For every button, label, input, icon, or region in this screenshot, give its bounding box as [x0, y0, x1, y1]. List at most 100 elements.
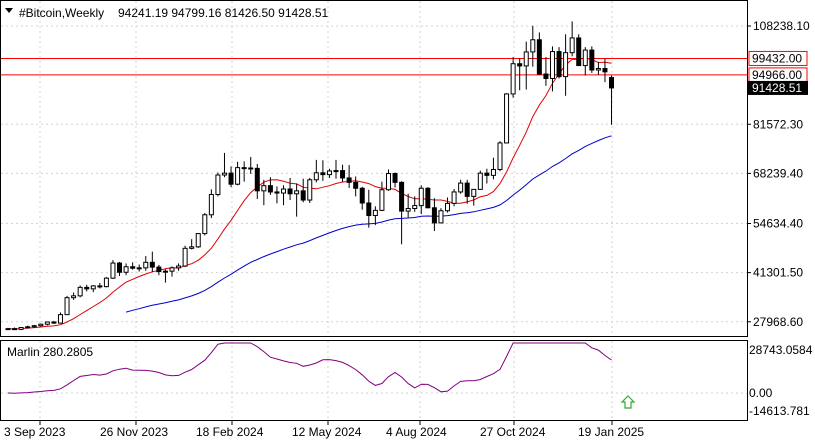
candle — [208, 189, 214, 219]
candle — [412, 196, 418, 212]
price-tick-label: 41301.50 — [753, 266, 803, 280]
candle — [51, 320, 57, 324]
candle — [12, 327, 18, 331]
up-arrow-icon — [620, 395, 636, 409]
candle — [353, 176, 359, 197]
candle — [569, 21, 575, 57]
indicator-axis: 28743.0584 0.00 -14613.781 — [749, 343, 813, 418]
candle — [176, 263, 182, 271]
level-lines — [1, 57, 747, 76]
marlin-oscillator-line — [7, 342, 612, 394]
candle — [162, 269, 168, 283]
candle — [294, 183, 300, 217]
candle — [117, 261, 123, 276]
candle — [523, 41, 529, 90]
candle — [241, 161, 247, 182]
time-tick-label: 4 Aug 2024 — [386, 425, 447, 439]
candle — [123, 263, 129, 276]
candle — [18, 327, 24, 331]
candle — [477, 170, 483, 190]
candle — [333, 159, 339, 179]
candle — [458, 179, 464, 194]
time-tick-label: 27 Oct 2024 — [480, 425, 546, 439]
candle — [281, 185, 287, 206]
candle — [497, 141, 503, 172]
candle — [149, 251, 155, 272]
candle — [248, 156, 254, 174]
candle — [313, 159, 319, 183]
chevron-down-icon[interactable] — [5, 8, 13, 13]
price-tick-label: 108238.10 — [753, 19, 810, 33]
candle — [254, 163, 260, 199]
candle — [307, 177, 313, 203]
candle — [103, 277, 109, 288]
candle — [536, 32, 542, 75]
candle — [44, 321, 50, 326]
candle — [405, 193, 411, 218]
candle — [563, 34, 569, 96]
candle — [64, 295, 70, 316]
candle — [261, 179, 267, 206]
candle — [366, 189, 372, 228]
candle — [595, 61, 601, 75]
candle — [274, 186, 280, 204]
price-tick-label: 27968.60 — [753, 315, 803, 329]
price-tick-label: 54634.40 — [753, 217, 803, 231]
candle — [5, 327, 11, 331]
candle — [57, 312, 63, 324]
candle — [235, 161, 241, 186]
candle — [445, 197, 451, 213]
candle — [169, 266, 175, 277]
chart-header: #Bitcoin,Weekly 94241.19 94799.16 81426.… — [5, 6, 329, 20]
candle — [77, 285, 83, 298]
candle — [549, 46, 555, 92]
candle — [90, 285, 96, 293]
ohlc-text: 94241.19 94799.16 81426.50 91428.51 — [118, 6, 329, 20]
candle — [97, 282, 103, 289]
candle — [543, 57, 549, 86]
candle — [359, 186, 365, 210]
candle — [38, 323, 44, 327]
main-panel-frame — [0, 0, 748, 337]
candle — [287, 177, 293, 201]
candle — [510, 57, 516, 98]
indicator-panel-frame — [0, 340, 748, 421]
candle — [431, 198, 437, 231]
candle — [418, 185, 424, 215]
candle — [602, 58, 608, 83]
symbol-text: #Bitcoin,Weekly — [19, 6, 104, 20]
indicator-tick-label: -14613.781 — [749, 404, 810, 418]
candle — [326, 168, 332, 178]
candle — [202, 212, 208, 236]
candle — [556, 47, 562, 79]
candles — [5, 21, 615, 331]
candle — [110, 260, 116, 279]
time-tick-label: 18 Feb 2024 — [196, 425, 264, 439]
price-tick-label: 68239.40 — [753, 166, 803, 180]
candle — [379, 181, 385, 212]
candle — [71, 292, 77, 300]
candle — [195, 233, 201, 248]
candle — [320, 160, 326, 181]
grid — [1, 1, 747, 420]
time-tick-label: 12 May 2024 — [292, 425, 362, 439]
candle — [84, 284, 90, 292]
level-tag-label: 94966.00 — [752, 68, 802, 82]
candle — [300, 178, 306, 203]
candle — [517, 58, 523, 91]
current-price-tag — [748, 80, 808, 95]
price-axis: 108238.10 81572.30 68239.40 54634.40 41301.5… — [747, 19, 810, 329]
candle — [582, 47, 588, 76]
candle — [399, 181, 405, 245]
time-tick-label: 26 Nov 2023 — [100, 425, 168, 439]
time-tick-label: 19 Jan 2025 — [578, 425, 644, 439]
candle — [228, 166, 234, 188]
candle — [143, 256, 149, 271]
indicator-label: Marlin 280.2805 — [7, 345, 93, 359]
candle — [340, 164, 346, 182]
candle — [589, 46, 595, 73]
candle — [25, 325, 31, 329]
candle — [31, 324, 37, 328]
